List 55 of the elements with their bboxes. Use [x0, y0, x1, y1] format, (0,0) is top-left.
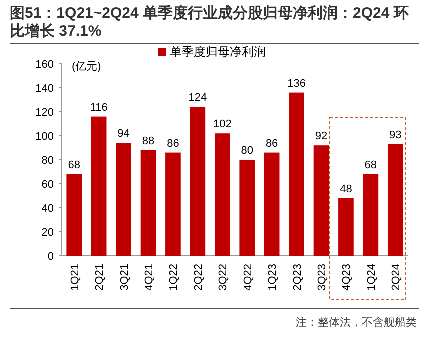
x-tick-label: 4Q23	[341, 264, 354, 291]
y-tick-label: 120	[36, 107, 54, 119]
x-tick-label: 3Q23	[316, 264, 328, 291]
bar	[91, 116, 107, 256]
legend-label: 单季度归母净利润	[170, 45, 266, 59]
x-tick-label: 1Q23	[267, 264, 280, 291]
bar	[66, 174, 82, 256]
bar	[338, 198, 354, 256]
data-label: 124	[188, 92, 208, 104]
y-axis-title: (亿元)	[72, 61, 102, 73]
x-tick-label: 1Q22	[168, 264, 180, 291]
y-tick-label: 140	[36, 83, 54, 95]
chart-title: 图51：1Q21~2Q24 单季度行业成分股归母净利润：2Q24 环比增长 37.1%	[10, 4, 409, 40]
data-label: 48	[340, 183, 352, 196]
x-tick-label: 3Q21	[118, 264, 131, 291]
x-tick-label: 1Q24	[366, 264, 378, 291]
data-label: 86	[266, 138, 278, 150]
data-label: 136	[288, 78, 306, 90]
x-tick-label: 4Q22	[242, 264, 254, 291]
y-tick-label: 0	[48, 251, 54, 263]
x-tick-label: 2Q21	[94, 264, 106, 291]
bar	[214, 134, 230, 256]
data-label: 68	[364, 159, 378, 172]
bar	[166, 152, 181, 256]
bar	[264, 152, 280, 256]
text: 注：整体法，不含舰船类	[296, 316, 417, 329]
x-tick-label: 2Q23	[292, 264, 304, 291]
x-tick-label: 3Q22	[218, 264, 230, 291]
y-tick-label: 20	[42, 227, 54, 239]
bar	[289, 92, 304, 256]
y-tick-label: 40	[42, 203, 54, 215]
x-tick-label: 4Q21	[144, 264, 156, 291]
data-label: 68	[68, 159, 80, 172]
bar	[140, 150, 156, 256]
data-label: 86	[167, 138, 180, 150]
y-tick-label: 60	[42, 179, 54, 191]
data-label: 116	[90, 102, 108, 114]
y-tick-label: 80	[42, 155, 54, 167]
bar	[116, 143, 132, 256]
bar	[190, 107, 206, 256]
data-label: 88	[142, 135, 155, 148]
y-tick-label: 100	[36, 131, 54, 143]
data-label: 102	[213, 118, 232, 131]
data-label: 80	[241, 145, 254, 157]
data-label: 92	[315, 130, 328, 143]
data-label: 93	[390, 129, 402, 142]
x-tick-label: 2Q24	[390, 264, 403, 291]
bar	[240, 160, 256, 256]
bar	[314, 146, 330, 256]
bar	[388, 144, 404, 256]
x-tick-label: 2Q22	[192, 264, 205, 291]
data-label: 94	[118, 128, 130, 140]
x-tick-label: 1Q21	[69, 264, 82, 291]
y-tick-label: 160	[36, 59, 54, 71]
bar	[363, 174, 379, 256]
